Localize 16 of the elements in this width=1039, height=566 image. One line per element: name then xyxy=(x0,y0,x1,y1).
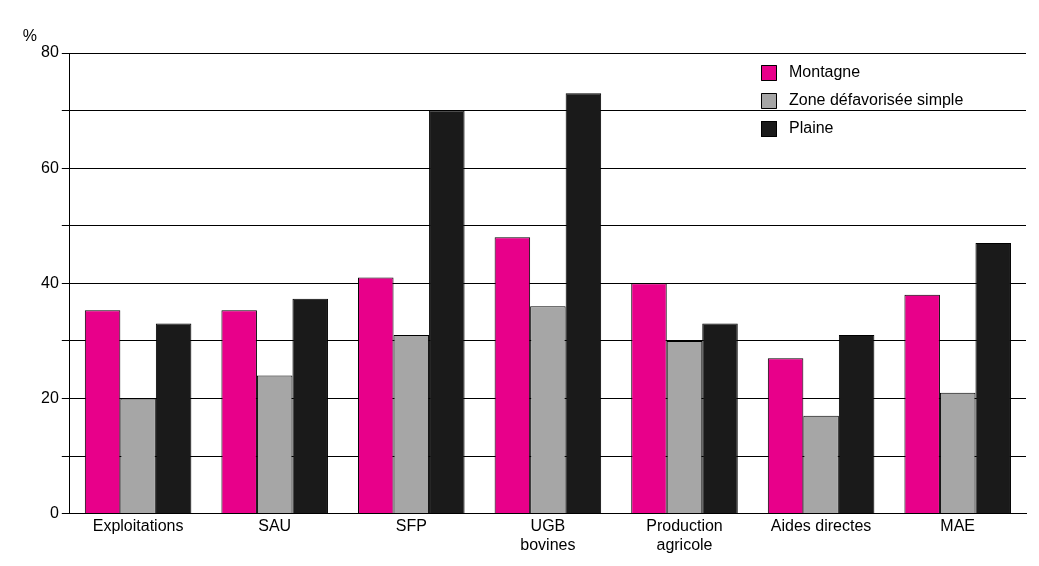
x-tick-label: Production agricole xyxy=(646,516,723,553)
x-tick-label: Aides directes xyxy=(770,516,872,534)
x-tick-label: MAE xyxy=(940,516,976,534)
x-tick-label: UGB bovines xyxy=(520,516,576,553)
y-tick-label: 40 xyxy=(41,273,59,291)
legend-label: Montagne xyxy=(789,63,861,81)
y-tick-label: 80 xyxy=(41,43,59,61)
legend-label: Plaine xyxy=(789,119,834,137)
y-axis-title: % xyxy=(22,27,37,45)
x-tick-label: SFP xyxy=(395,516,427,534)
y-tick-label: 20 xyxy=(41,388,59,406)
y-tick-label: 60 xyxy=(41,158,59,176)
x-tick-label: Exploitations xyxy=(92,516,184,534)
y-tick-label: 0 xyxy=(49,504,59,522)
legend-label: Zone défavorisée simple xyxy=(789,91,964,109)
x-tick-label: SAU xyxy=(258,516,292,534)
